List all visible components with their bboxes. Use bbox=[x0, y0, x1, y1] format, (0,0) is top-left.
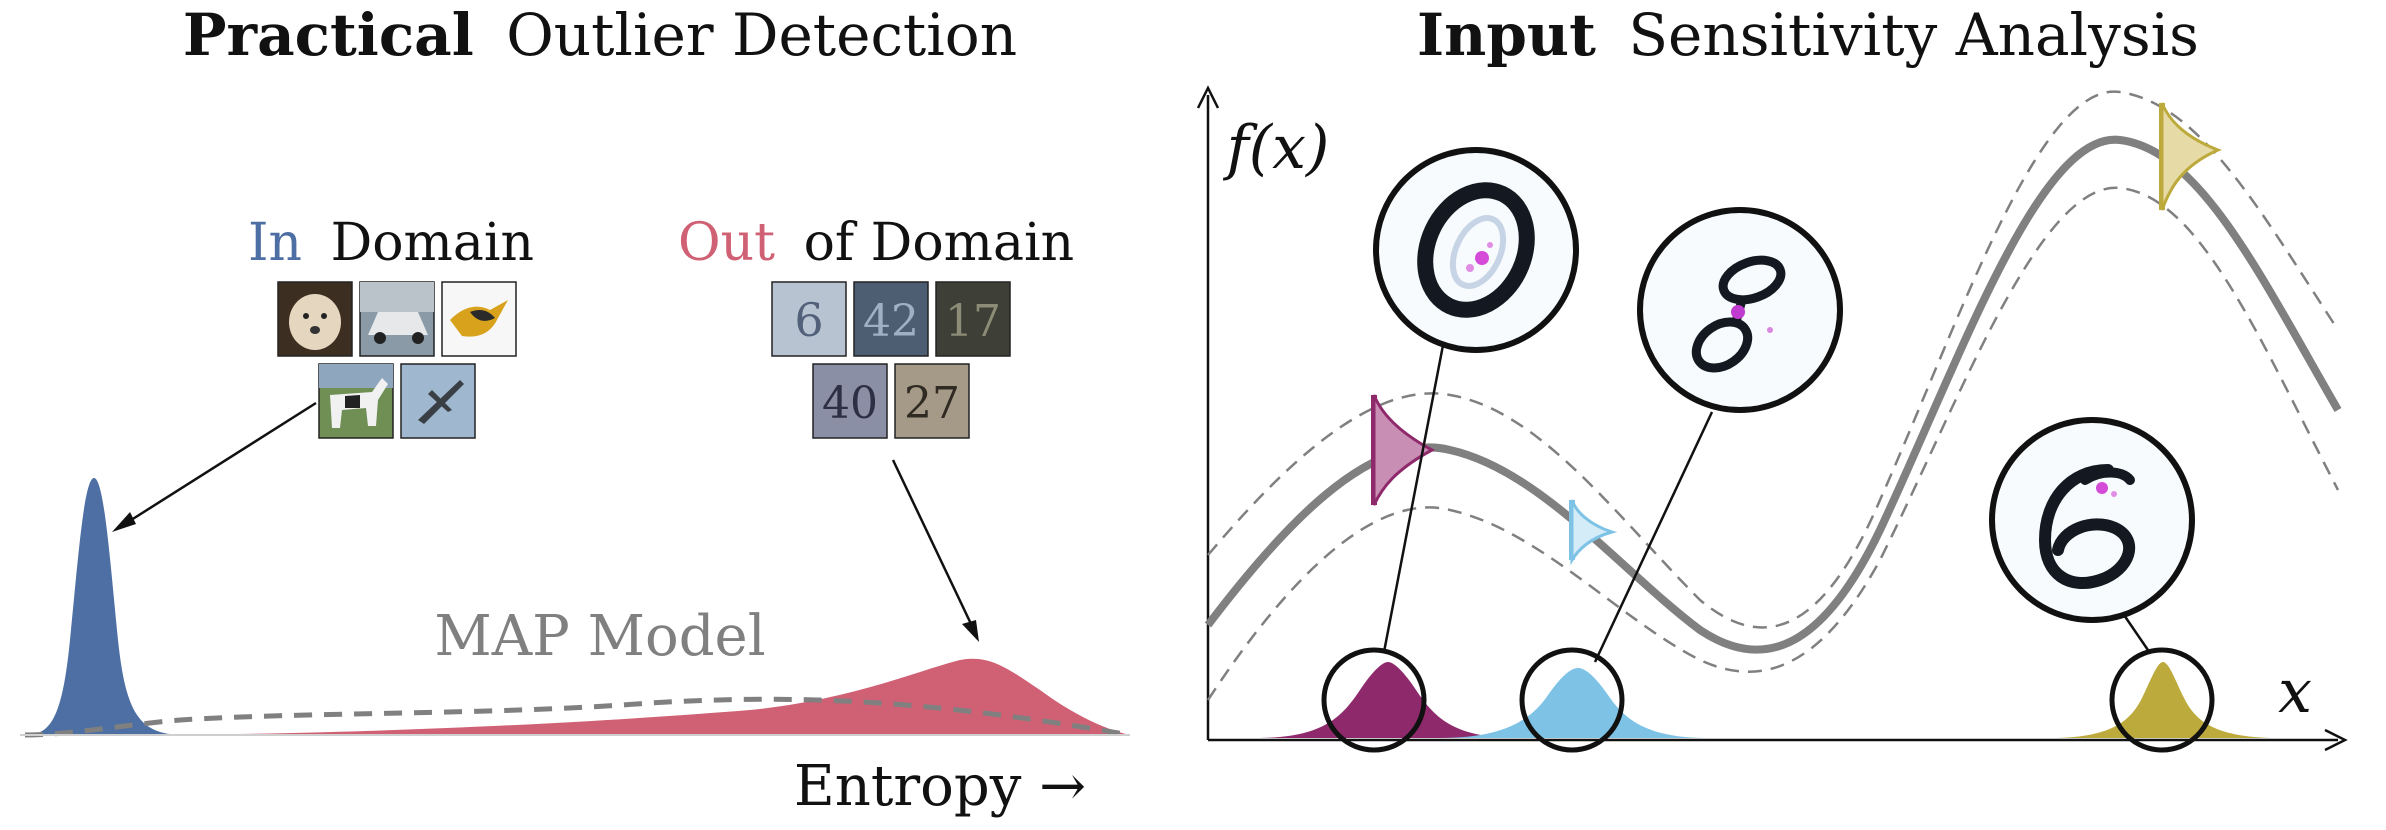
in-domain-label: In Domain bbox=[248, 213, 534, 273]
in-domain-arrow bbox=[112, 401, 317, 532]
in-domain-density bbox=[25, 478, 180, 735]
x-axis-arrowhead bbox=[2324, 728, 2348, 752]
svhn-40: 40 bbox=[822, 378, 878, 429]
right-panel: Input Sensitivity Analysis f(x) x bbox=[1196, 1, 2348, 753]
thumb-horse bbox=[318, 363, 394, 439]
svhn-17: 17 bbox=[945, 296, 1001, 347]
lower-bound-curve bbox=[1206, 186, 2340, 701]
digit-eight-magnifier bbox=[1637, 207, 1843, 413]
left-panel: Practical Outlier Detection In Domain Ou… bbox=[20, 1, 1131, 819]
digit-zero-magnifier bbox=[1373, 147, 1579, 353]
out-domain-thumbnails: 6 42 17 40 27 bbox=[771, 281, 1011, 439]
in-rest: Domain bbox=[331, 213, 534, 273]
out-domain-label: Out of Domain bbox=[678, 213, 1074, 273]
thumb-dog bbox=[277, 281, 353, 357]
blue-input-density bbox=[1440, 668, 1710, 738]
entropy-distributions bbox=[20, 478, 1131, 738]
svhn-6: 6 bbox=[794, 293, 823, 347]
thumb-svhn-42: 42 bbox=[853, 281, 929, 357]
input-distributions bbox=[1255, 662, 2280, 738]
out-rest: of Domain bbox=[804, 213, 1075, 273]
left-title: Practical Outlier Detection bbox=[183, 1, 1017, 69]
gold-output-density bbox=[2159, 102, 2222, 211]
left-title-rest: Outlier Detection bbox=[506, 1, 1017, 69]
map-model-label: MAP Model bbox=[434, 604, 765, 669]
entropy-axis-label: Entropy → bbox=[794, 754, 1086, 819]
svhn-42: 42 bbox=[863, 296, 919, 347]
left-title-bold: Practical bbox=[183, 1, 474, 69]
in-label: In bbox=[248, 213, 302, 273]
map-model-curve bbox=[24, 696, 1131, 738]
upper-bound-curve bbox=[1207, 90, 2340, 629]
y-axis-arrowhead bbox=[1196, 85, 1220, 109]
y-axis-label: f(x) bbox=[1223, 113, 1330, 183]
purple-highlight-circle bbox=[1321, 647, 1427, 753]
right-title-rest: Sensitivity Analysis bbox=[1628, 1, 2199, 69]
in-domain-thumbnails bbox=[277, 281, 517, 439]
svhn-27: 27 bbox=[904, 378, 960, 429]
blue-output-density bbox=[1569, 499, 1618, 566]
blue-highlight-circle bbox=[1519, 647, 1625, 753]
right-title: Input Sensitivity Analysis bbox=[1417, 1, 2199, 69]
thumb-svhn-6: 6 bbox=[771, 281, 847, 357]
gold-input-density bbox=[2050, 662, 2280, 738]
thumb-svhn-40: 40 bbox=[812, 363, 888, 439]
connectors bbox=[1382, 339, 2152, 663]
axes bbox=[1196, 85, 2348, 752]
purple-input-density bbox=[1255, 662, 1520, 738]
thumb-airplane bbox=[400, 363, 476, 439]
output-distributions bbox=[1371, 102, 2222, 566]
thumb-svhn-27: 27 bbox=[894, 363, 970, 439]
axis-highlight-circles bbox=[1321, 647, 2215, 753]
x-axis-label: x bbox=[2278, 657, 2312, 727]
out-domain-density bbox=[160, 658, 1130, 735]
out-domain-arrow bbox=[891, 459, 979, 642]
gold-highlight-circle bbox=[2109, 647, 2215, 753]
thumb-svhn-17: 17 bbox=[935, 281, 1011, 357]
right-title-bold: Input bbox=[1417, 1, 1596, 69]
out-label: Out bbox=[678, 213, 775, 273]
digit-six-magnifier bbox=[1989, 417, 2195, 623]
purple-output-density bbox=[1371, 394, 1436, 506]
thumb-car bbox=[359, 281, 435, 357]
thumb-bird bbox=[441, 281, 517, 357]
